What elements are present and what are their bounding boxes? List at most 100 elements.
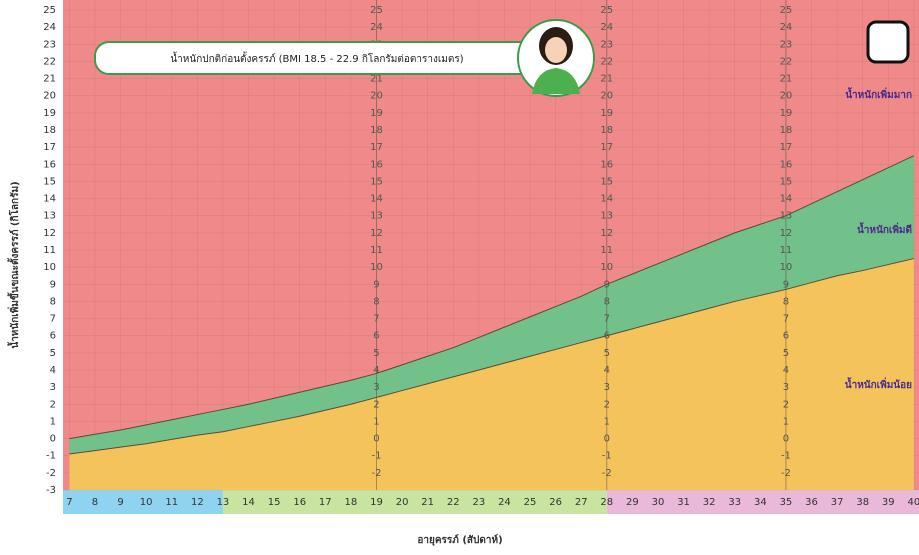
inner-y-tick-label: -2 <box>602 468 612 479</box>
inner-y-tick-label: 3 <box>604 382 610 393</box>
y-tick-label: 7 <box>50 314 56 325</box>
inner-y-tick-label: 8 <box>604 296 610 307</box>
x-tick-label: 10 <box>140 497 153 508</box>
y-tick-label: 0 <box>50 434 56 445</box>
y-tick-label: 14 <box>43 194 56 205</box>
y-tick-label: 10 <box>43 262 56 273</box>
x-tick-label: 9 <box>117 497 123 508</box>
inner-y-tick-label: 6 <box>373 331 379 342</box>
inner-y-tick-label: 19 <box>780 108 793 119</box>
x-tick-label: 35 <box>780 497 793 508</box>
y-tick-label: 16 <box>43 159 56 170</box>
checkbox[interactable] <box>868 22 908 62</box>
x-tick-label: 38 <box>856 497 869 508</box>
inner-y-tick-label: 6 <box>783 331 789 342</box>
inner-y-tick-label: 1 <box>783 416 789 427</box>
inner-y-tick-label: 15 <box>370 176 383 187</box>
y-tick-label: 23 <box>43 39 56 50</box>
inner-y-tick-label: 4 <box>604 365 610 376</box>
x-tick-label: 37 <box>831 497 844 508</box>
inner-y-tick-label: 14 <box>780 194 793 205</box>
inner-y-tick-label: 5 <box>373 348 379 359</box>
x-tick-label: 34 <box>754 497 767 508</box>
inner-y-tick-label: 15 <box>780 176 793 187</box>
inner-y-tick-label: 4 <box>373 365 379 376</box>
inner-y-tick-label: 19 <box>370 108 383 119</box>
y-axis-label: น้ำหนักเพิ่มขึ้นขณะตั้งครรภ์ (กิโลกรัม) <box>7 181 21 348</box>
inner-y-tick-label: -2 <box>781 468 791 479</box>
y-tick-label: 11 <box>43 245 56 256</box>
y-tick-label: 15 <box>43 176 56 187</box>
inner-y-tick-label: 10 <box>370 262 383 273</box>
inner-y-tick-label: 20 <box>370 91 383 102</box>
inner-y-tick-label: 0 <box>373 434 379 445</box>
inner-y-tick-label: 8 <box>783 296 789 307</box>
inner-y-tick-label: 11 <box>780 245 793 256</box>
inner-y-tick-label: 22 <box>600 56 613 67</box>
inner-y-tick-label: -1 <box>781 451 791 462</box>
y-tick-label: 17 <box>43 142 56 153</box>
inner-y-tick-label: -1 <box>602 451 612 462</box>
x-tick-label: 31 <box>677 497 690 508</box>
y-tick-label: 4 <box>50 365 56 376</box>
inner-y-tick-label: 17 <box>780 142 793 153</box>
x-tick-label: 23 <box>472 497 485 508</box>
x-tick-label: 7 <box>66 497 72 508</box>
y-tick-label: 8 <box>50 296 56 307</box>
inner-y-tick-label: 20 <box>600 91 613 102</box>
inner-y-tick-label: 12 <box>370 228 383 239</box>
inner-y-tick-label: 22 <box>780 56 793 67</box>
inner-y-tick-label: -2 <box>371 468 381 479</box>
inner-y-tick-label: 18 <box>780 125 793 136</box>
y-tick-label: 3 <box>50 382 56 393</box>
y-tick-label: 1 <box>50 416 56 427</box>
inner-y-tick-label: 0 <box>604 434 610 445</box>
inner-y-tick-label: 16 <box>370 159 383 170</box>
y-tick-label: 24 <box>43 22 56 33</box>
inner-y-tick-label: 10 <box>600 262 613 273</box>
inner-y-tick-label: 11 <box>600 245 613 256</box>
y-tick-label: 12 <box>43 228 56 239</box>
x-tick-label: 22 <box>447 497 460 508</box>
x-tick-label: 13 <box>217 497 230 508</box>
y-tick-label: 22 <box>43 56 56 67</box>
inner-y-tick-label: 24 <box>780 22 793 33</box>
inner-y-tick-label: 7 <box>604 314 610 325</box>
y-tick-label: 20 <box>43 91 56 102</box>
inner-y-tick-label: 1 <box>373 416 379 427</box>
y-tick-label: 2 <box>50 399 56 410</box>
inner-y-tick-label: 4 <box>783 365 789 376</box>
inner-y-tick-label: 10 <box>780 262 793 273</box>
inner-y-tick-label: 9 <box>604 279 610 290</box>
inner-y-tick-label: 25 <box>600 5 613 16</box>
y-tick-label: 9 <box>50 279 56 290</box>
mother-icon <box>518 20 594 96</box>
x-tick-label: 26 <box>549 497 562 508</box>
x-axis-label: อายุครรภ์ (สัปดาห์) <box>417 534 502 546</box>
inner-y-tick-label: 9 <box>373 279 379 290</box>
inner-y-tick-label: 23 <box>780 39 793 50</box>
x-tick-label: 25 <box>524 497 537 508</box>
x-tick-label: 15 <box>268 497 281 508</box>
inner-y-tick-label: 12 <box>780 228 793 239</box>
inner-y-tick-label: 2 <box>373 399 379 410</box>
inner-y-tick-label: 21 <box>780 74 793 85</box>
inner-y-tick-label: 21 <box>370 74 383 85</box>
inner-y-tick-label: 5 <box>783 348 789 359</box>
inner-y-tick-label: 17 <box>600 142 613 153</box>
inner-y-tick-label: 25 <box>780 5 793 16</box>
inner-y-tick-label: 2 <box>604 399 610 410</box>
region-label: น้ำหนักเพิ่มมาก <box>845 87 912 101</box>
x-tick-label: 11 <box>165 497 178 508</box>
inner-y-tick-label: 24 <box>370 22 383 33</box>
x-tick-label: 40 <box>908 497 919 508</box>
inner-y-tick-label: 5 <box>604 348 610 359</box>
y-tick-label: 19 <box>43 108 56 119</box>
chart: -3-2-2-2-2-1-1-1-10000111122223333444455… <box>0 0 919 555</box>
x-tick-label: 14 <box>242 497 255 508</box>
inner-y-tick-label: 0 <box>783 434 789 445</box>
y-tick-label: 18 <box>43 125 56 136</box>
x-tick-label: 20 <box>396 497 409 508</box>
inner-y-tick-label: 15 <box>600 176 613 187</box>
x-tick-label: 24 <box>498 497 511 508</box>
